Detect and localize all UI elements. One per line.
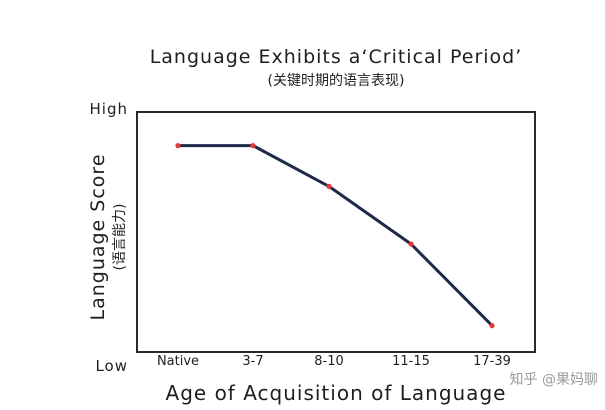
data-point <box>250 143 256 149</box>
y-tick-low: Low <box>95 357 128 375</box>
x-tick-label: 3-7 <box>242 354 263 369</box>
x-axis-label: Age of Acquisition of Language <box>166 381 507 405</box>
x-tick-label: 11-15 <box>392 354 430 369</box>
x-tick-label: 8-10 <box>314 354 344 369</box>
series-line <box>178 144 494 327</box>
data-point <box>326 183 332 189</box>
plot-frame <box>136 111 536 353</box>
chart-subtitle: (关键时期的语言表现) <box>268 73 405 89</box>
y-axis-label: Language Score <box>87 153 109 320</box>
data-point <box>408 241 414 247</box>
x-tick-label: Native <box>157 354 199 369</box>
watermark: 知乎 @果妈聊 <box>510 371 598 388</box>
y-axis-sublabel: (语言能力) <box>112 204 128 271</box>
x-tick-label: 17-39 <box>473 354 511 369</box>
series-layer <box>175 143 495 329</box>
data-point <box>175 143 181 149</box>
y-tick-high: High <box>90 100 128 118</box>
x-tick-labels: Native 3-7 8-10 11-15 17-39 <box>157 354 511 369</box>
data-point <box>489 323 495 329</box>
chart-title: Language Exhibits a‘Critical Period’ <box>150 46 523 68</box>
